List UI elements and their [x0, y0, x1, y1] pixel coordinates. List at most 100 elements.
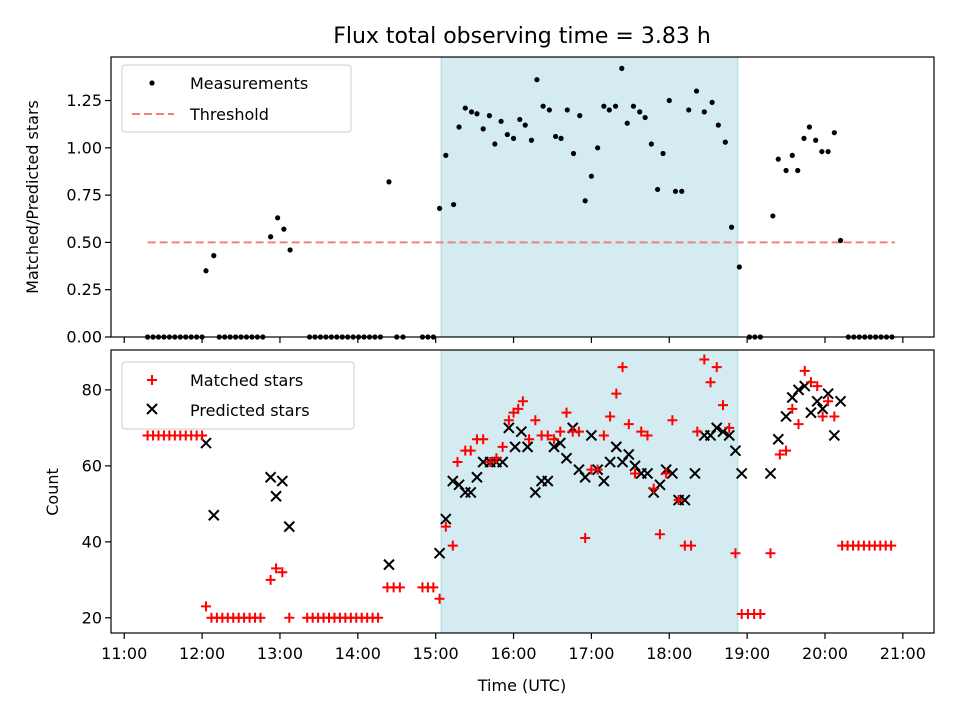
- predicted-star-point: [270, 490, 282, 502]
- predicted-star-point: [542, 475, 554, 487]
- measurement-point: [588, 173, 595, 179]
- measurement-point: [801, 135, 807, 141]
- matched-star-point: [774, 449, 785, 460]
- predicted-star-point: [276, 475, 289, 487]
- predicted-star-point: [521, 441, 534, 453]
- matched-star-point: [823, 396, 834, 407]
- legend-measurement-marker: [149, 80, 155, 86]
- predicted-star-point: [689, 467, 701, 480]
- matched-star-point: [440, 521, 451, 532]
- predicted-star-point: [711, 422, 723, 434]
- predicted-star-point: [598, 475, 610, 487]
- matched-star-point: [793, 419, 804, 430]
- x-tick-label: 13:00: [257, 644, 303, 663]
- measurement-point: [666, 97, 672, 104]
- predicted-star-point: [805, 406, 817, 419]
- predicted-star-point: [666, 467, 679, 480]
- bottom-y-tick-label: 80: [82, 380, 102, 399]
- matched-star-point: [452, 457, 463, 468]
- matched-star-point: [692, 426, 703, 437]
- matched-star-point: [711, 362, 722, 373]
- matched-star-point: [200, 601, 211, 612]
- measurement-point: [528, 137, 535, 143]
- measurement-point: [552, 133, 559, 140]
- measurement-point: [386, 179, 392, 185]
- bottom-y-axis-label: Count: [43, 468, 62, 516]
- matched-star-point: [630, 468, 641, 479]
- predicted-star-point: [503, 422, 515, 434]
- predicted-star-point: [792, 384, 805, 396]
- matched-star-point: [605, 411, 616, 422]
- measurement-point: [577, 113, 583, 119]
- measurement-point: [546, 107, 552, 113]
- measurement-point: [770, 213, 776, 219]
- matched-star-point: [686, 540, 697, 551]
- matched-star-point: [673, 495, 684, 506]
- matched-star-point: [812, 381, 823, 392]
- measurement-point: [783, 167, 789, 174]
- predicted-star-point: [548, 441, 560, 453]
- top-y-axis-label: Matched/Predicted stars: [23, 100, 42, 294]
- bottom-shaded-observing-window: [440, 349, 739, 634]
- x-tick-label: 14:00: [335, 644, 381, 663]
- matched-star-point: [478, 434, 489, 445]
- predicted-star-point: [729, 444, 742, 457]
- predicted-star-point: [822, 387, 834, 400]
- measurement-point: [522, 122, 528, 128]
- measurement-point: [789, 152, 795, 158]
- measurement-point: [468, 109, 475, 115]
- predicted-star-point: [816, 403, 829, 415]
- measurement-point: [722, 139, 728, 145]
- measurement-point: [637, 109, 643, 115]
- predicted-star-points: [200, 380, 847, 571]
- predicted-star-point: [735, 467, 748, 480]
- bottom-y-tick-label: 20: [82, 608, 102, 627]
- bottom-y-tick-label: 40: [82, 532, 102, 551]
- legend-measurements-label: Measurements: [190, 74, 308, 93]
- matched-star-point: [829, 411, 840, 422]
- top-y-tick-label: 1.25: [66, 91, 102, 110]
- measurement-point: [825, 148, 831, 155]
- measurement-point: [831, 130, 837, 136]
- top-y-tick-label: 0.25: [66, 280, 102, 299]
- measurement-point: [660, 150, 666, 157]
- legend-threshold-label: Threshold: [189, 105, 269, 124]
- x-tick-label: 21:00: [880, 644, 926, 663]
- matched-star-point: [503, 415, 514, 426]
- matched-star-point: [561, 407, 572, 418]
- matched-star-point: [517, 396, 528, 407]
- measurement-point: [281, 226, 287, 232]
- x-tick-label: 19:00: [724, 644, 770, 663]
- measurement-point: [570, 150, 577, 157]
- predicted-star-point: [383, 558, 395, 571]
- top-legend-box: [121, 64, 352, 133]
- measurement-point: [517, 116, 523, 123]
- matched-star-point: [497, 441, 508, 452]
- bottom-legend-box: [121, 361, 355, 430]
- matched-star-point: [265, 574, 276, 585]
- measurement-point: [534, 77, 540, 83]
- matched-star-point: [434, 593, 445, 604]
- predicted-star-point: [585, 429, 598, 442]
- measurement-point: [795, 167, 801, 174]
- matched-star-point: [255, 612, 266, 623]
- predicted-star-point: [433, 547, 446, 559]
- measurement-point: [287, 247, 293, 253]
- measurement-point: [601, 103, 607, 109]
- measurement-point: [606, 107, 612, 113]
- predicted-star-point: [764, 467, 777, 480]
- matched-star-point: [817, 411, 828, 422]
- x-tick-label: 16:00: [490, 644, 536, 663]
- matched-star-point: [611, 388, 622, 399]
- matched-star-point: [447, 540, 458, 551]
- predicted-star-point: [641, 467, 654, 480]
- matched-star-point: [667, 415, 678, 426]
- predicted-star-point: [604, 456, 616, 468]
- matched-star-point: [730, 548, 741, 559]
- x-tick-label: 15:00: [413, 644, 459, 663]
- matched-star-point: [394, 582, 405, 593]
- matched-star-point: [886, 540, 897, 551]
- measurement-point: [443, 152, 449, 158]
- measurement-point: [203, 268, 209, 274]
